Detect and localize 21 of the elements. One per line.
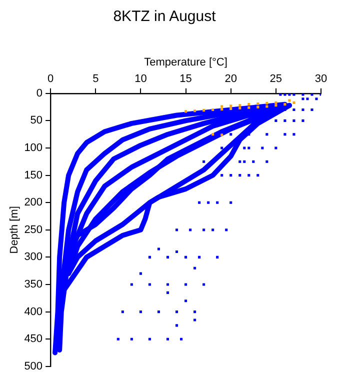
y-tick-label: 400	[24, 306, 43, 318]
y-tick-label: 50	[30, 114, 43, 127]
x-tick-label: 0	[47, 72, 54, 85]
y-tick-label: 250	[24, 224, 43, 236]
x-axis-title: Temperature [°C]	[144, 56, 228, 69]
y-tick-label: 150	[24, 169, 43, 182]
y-tick-label: 100	[24, 142, 43, 154]
chart-title: 8KTZ in August	[113, 8, 217, 26]
y-tick-label: 350	[24, 278, 43, 291]
x-tick-label: 5	[92, 72, 99, 85]
x-tick-label: 15	[180, 72, 192, 85]
y-tick-label: 0	[36, 87, 43, 100]
y-tick-label: 300	[24, 251, 43, 264]
x-tick-label: 20	[224, 72, 237, 85]
x-tick-label: 30	[314, 72, 328, 85]
y-axis-title: Depth [m]	[8, 206, 21, 254]
y-tick-label: 200	[24, 196, 43, 209]
y-tick-label: 450	[24, 333, 43, 346]
y-tick-label: 500	[24, 360, 43, 372]
x-tick-label: 25	[270, 72, 282, 85]
x-tick-label: 10	[134, 72, 147, 85]
